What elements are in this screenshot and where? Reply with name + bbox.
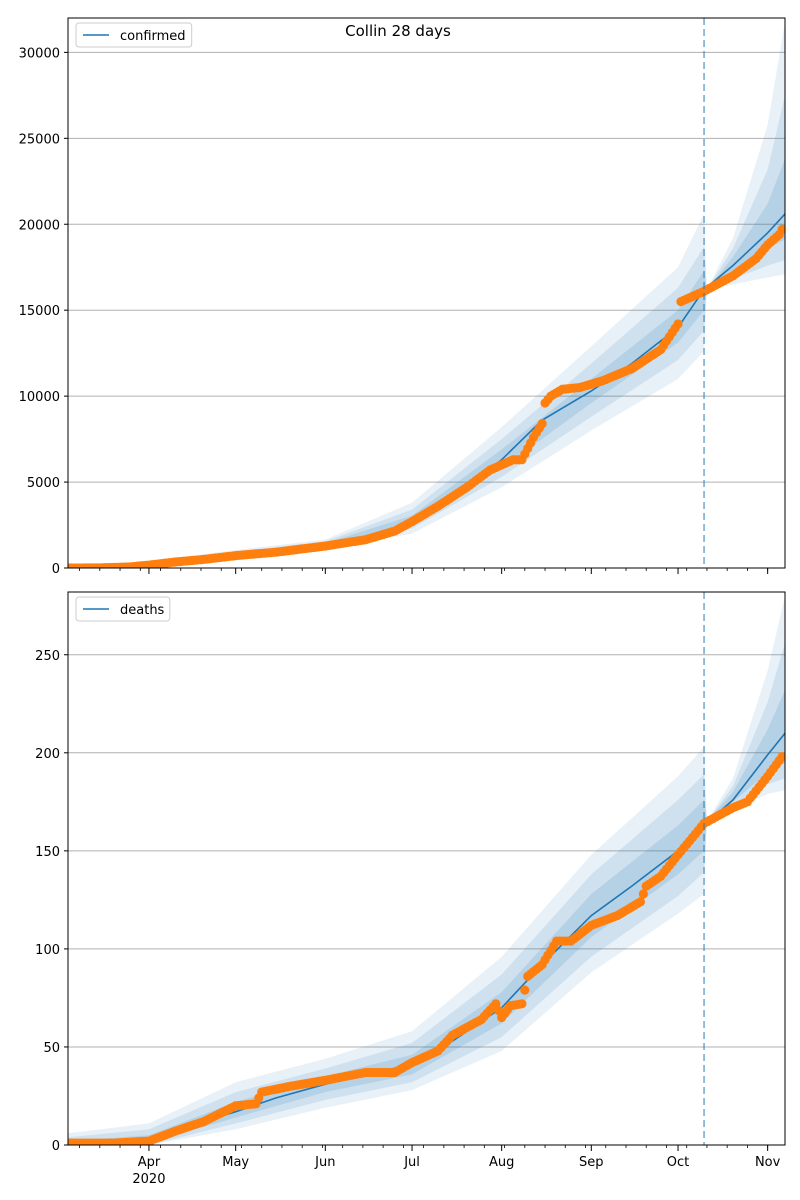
y-tick-label: 150 bbox=[35, 845, 60, 860]
uncertainty-band-outer bbox=[68, 595, 785, 1145]
y-tick-label: 15000 bbox=[19, 304, 60, 319]
y-tick-label: 20000 bbox=[19, 218, 60, 233]
observed-point bbox=[520, 985, 530, 995]
y-tick-label: 5000 bbox=[27, 476, 60, 491]
observed-point bbox=[517, 999, 527, 1009]
legend-box bbox=[75, 596, 171, 622]
observed-point bbox=[635, 897, 646, 907]
y-tick-label: 0 bbox=[52, 1139, 60, 1154]
plot-area bbox=[68, 21, 785, 568]
y-tick-label: 25000 bbox=[19, 132, 60, 147]
uncertainty-band-middle bbox=[68, 95, 785, 568]
x-tick-label: May bbox=[222, 1155, 249, 1170]
x-tick-label: Nov bbox=[755, 1155, 781, 1170]
observed-point bbox=[537, 419, 547, 429]
y-tick-label: 100 bbox=[35, 943, 60, 958]
x-tick-label: Oct bbox=[667, 1155, 689, 1170]
legend-label: deaths bbox=[120, 603, 165, 618]
observed-point bbox=[638, 889, 648, 899]
observed-point bbox=[777, 224, 785, 235]
x-tick-label: Jul bbox=[403, 1155, 420, 1170]
observed-point bbox=[491, 999, 501, 1009]
x-tick-label: Apr bbox=[138, 1155, 161, 1170]
y-tick-label: 250 bbox=[35, 649, 60, 664]
legend-box bbox=[75, 22, 193, 48]
x-tick-label: Sep bbox=[579, 1155, 604, 1170]
observed-point bbox=[777, 752, 785, 762]
x-tick-label: Jun bbox=[314, 1155, 335, 1170]
legend: deaths bbox=[75, 596, 171, 622]
y-tick-label: 0 bbox=[52, 562, 60, 577]
y-tick-label: 50 bbox=[43, 1041, 60, 1056]
figure-title: Collin 28 days bbox=[345, 22, 451, 40]
axes-frame bbox=[67, 591, 786, 1146]
deaths-panel: 0 50 100 150 200 250 Apr 2020 May Jun Jul Aug Sep Oct… bbox=[35, 591, 786, 1187]
confirmed-panel: 0 5000 10000 15000 20000 25000 30000 confirmed bbox=[19, 17, 786, 577]
y-tick-label: 10000 bbox=[19, 390, 60, 405]
legend-label: confirmed bbox=[120, 29, 186, 44]
axes-frame bbox=[67, 17, 786, 569]
x-year-label: 2020 bbox=[132, 1172, 165, 1187]
legend: confirmed bbox=[75, 22, 193, 48]
y-tick-label: 30000 bbox=[19, 46, 60, 61]
y-tick-label: 200 bbox=[35, 747, 60, 762]
observed-point bbox=[673, 319, 683, 329]
x-tick-label: Aug bbox=[489, 1155, 514, 1170]
